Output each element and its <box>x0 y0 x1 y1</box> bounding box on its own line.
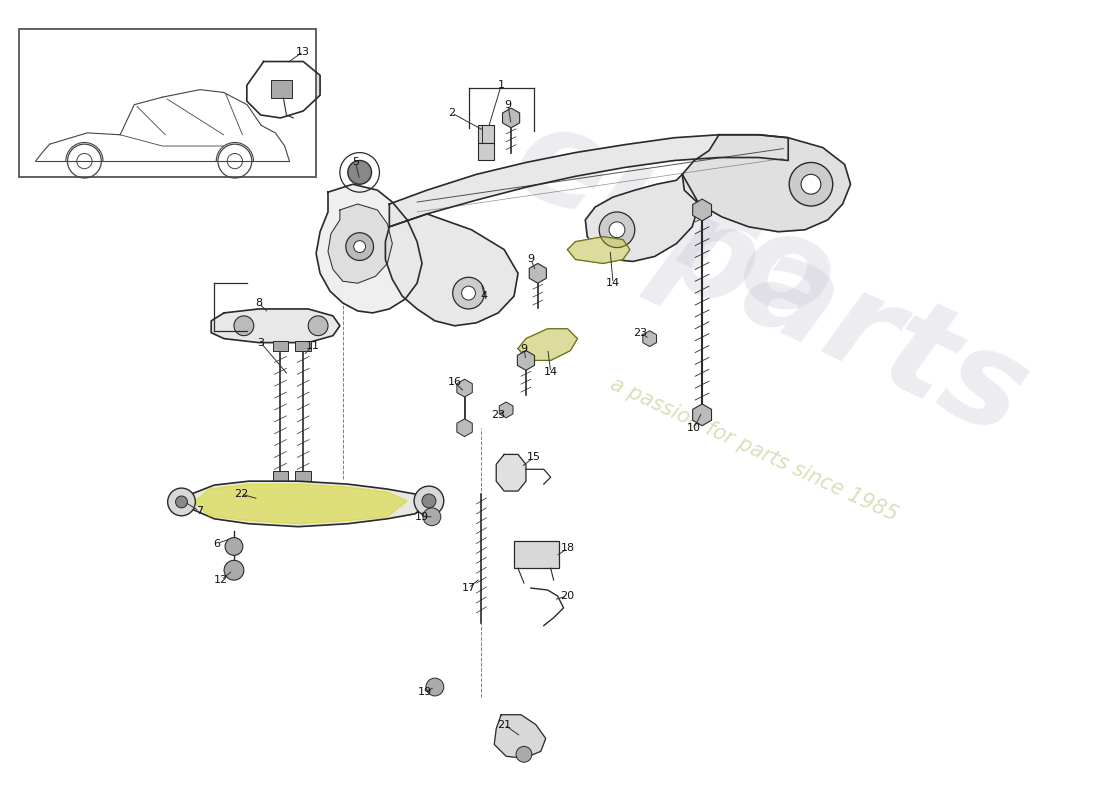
Text: 16: 16 <box>448 377 462 387</box>
Polygon shape <box>389 134 789 227</box>
Polygon shape <box>518 329 578 361</box>
Text: 14: 14 <box>606 278 620 288</box>
Text: euro: euro <box>494 93 855 351</box>
Circle shape <box>345 233 374 261</box>
Circle shape <box>354 241 365 253</box>
Text: 4: 4 <box>481 291 488 301</box>
Polygon shape <box>518 329 578 361</box>
Circle shape <box>424 508 441 526</box>
Text: 23: 23 <box>492 410 505 420</box>
Polygon shape <box>211 309 340 342</box>
Circle shape <box>801 174 821 194</box>
Text: 23: 23 <box>632 328 647 338</box>
Polygon shape <box>195 484 407 524</box>
Polygon shape <box>385 214 518 326</box>
Circle shape <box>176 496 187 508</box>
Text: 9: 9 <box>505 100 512 110</box>
Polygon shape <box>494 714 546 758</box>
Circle shape <box>234 316 254 336</box>
Bar <box>295 341 311 350</box>
Text: 18: 18 <box>560 543 574 554</box>
Text: 6: 6 <box>213 538 221 549</box>
Polygon shape <box>693 199 712 221</box>
Text: 12: 12 <box>214 575 228 585</box>
Polygon shape <box>456 379 472 397</box>
Text: 21: 21 <box>497 720 512 730</box>
Polygon shape <box>456 419 472 437</box>
Text: 3: 3 <box>257 338 264 347</box>
Polygon shape <box>517 350 535 370</box>
Polygon shape <box>642 330 657 346</box>
Polygon shape <box>568 237 630 263</box>
Text: 9: 9 <box>527 254 535 265</box>
Text: 5: 5 <box>352 158 360 167</box>
Text: 19: 19 <box>418 687 432 697</box>
Text: 11: 11 <box>306 341 320 350</box>
Bar <box>19 29 316 178</box>
Text: 13: 13 <box>296 46 310 57</box>
Polygon shape <box>499 402 513 418</box>
Text: 7: 7 <box>196 506 202 516</box>
Polygon shape <box>585 174 700 262</box>
Circle shape <box>453 278 484 309</box>
Text: 22: 22 <box>234 489 248 499</box>
Text: parts: parts <box>639 181 1046 461</box>
Bar <box>273 341 288 350</box>
Text: 15: 15 <box>527 453 541 462</box>
Text: 10: 10 <box>688 422 701 433</box>
Text: 8: 8 <box>255 298 262 308</box>
Circle shape <box>414 486 443 516</box>
Circle shape <box>167 488 196 516</box>
Circle shape <box>308 316 328 336</box>
Circle shape <box>516 746 532 762</box>
Polygon shape <box>246 62 320 118</box>
Bar <box>478 142 494 161</box>
Text: 14: 14 <box>543 367 558 378</box>
Bar <box>514 541 559 568</box>
Text: 2: 2 <box>448 108 455 118</box>
Circle shape <box>422 494 436 508</box>
Circle shape <box>224 560 244 580</box>
Circle shape <box>600 212 635 247</box>
Text: 19: 19 <box>415 512 429 522</box>
Circle shape <box>462 286 475 300</box>
Text: a passion for parts since 1985: a passion for parts since 1985 <box>606 374 901 525</box>
Text: 17: 17 <box>462 583 475 593</box>
Bar <box>478 125 494 142</box>
Text: 1: 1 <box>497 80 505 90</box>
Polygon shape <box>182 481 427 526</box>
Bar <box>271 80 293 98</box>
Bar <box>295 471 311 481</box>
Polygon shape <box>503 108 519 128</box>
Circle shape <box>348 161 372 184</box>
Polygon shape <box>496 454 526 491</box>
Circle shape <box>609 222 625 238</box>
Polygon shape <box>682 134 850 232</box>
Circle shape <box>226 538 243 555</box>
Text: 20: 20 <box>560 591 574 601</box>
Polygon shape <box>693 404 712 426</box>
Circle shape <box>789 162 833 206</box>
Polygon shape <box>328 204 393 283</box>
Circle shape <box>426 678 443 696</box>
Polygon shape <box>529 263 547 283</box>
Polygon shape <box>568 237 630 263</box>
Polygon shape <box>316 184 422 313</box>
Text: 9: 9 <box>520 343 528 354</box>
Bar <box>273 471 288 481</box>
